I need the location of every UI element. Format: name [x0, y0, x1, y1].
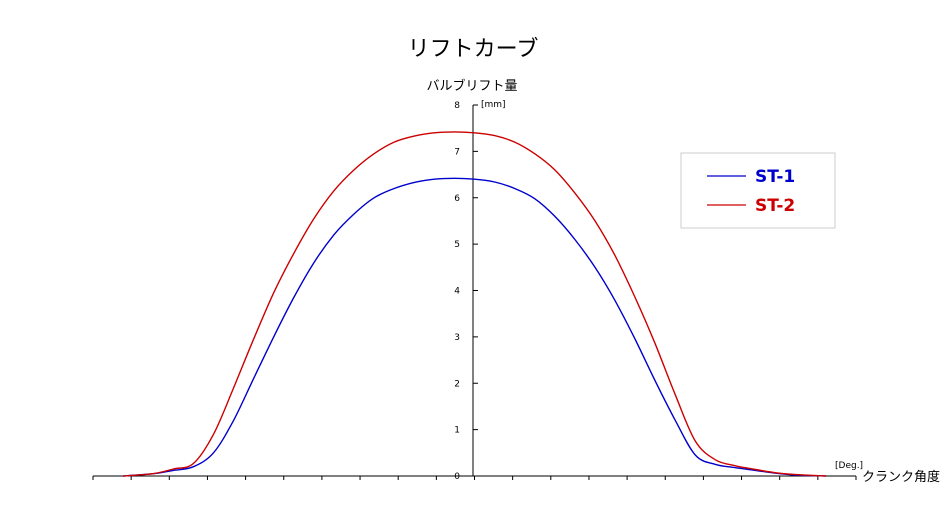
y-axis-unit: [mm] [481, 100, 506, 110]
y-axis-title: バルブリフト量 [426, 78, 517, 94]
legend: ST-1 ST-2 [680, 152, 836, 229]
y-tick-label: 6 [454, 194, 460, 204]
chart-title: リフトカーブ [408, 37, 539, 62]
series-line-st-2 [123, 131, 826, 477]
legend-box [680, 152, 836, 229]
y-tick-label: 4 [454, 287, 460, 297]
x-ticks [92, 476, 857, 480]
y-tick-label: 2 [454, 379, 460, 389]
y-tick-label: 5 [454, 240, 460, 250]
y-tick-label: 1 [454, 426, 460, 436]
y-tick-label: 8 [454, 101, 460, 111]
y-ticks: 0 1 2 3 4 5 6 7 8 [454, 101, 478, 482]
y-tick-label: 7 [454, 147, 460, 157]
x-axis-unit: [Deg.] [835, 461, 863, 471]
y-tick-label: 0 [454, 472, 460, 482]
legend-label-st-2: ST-2 [755, 196, 795, 216]
series-line-st-1 [123, 177, 826, 477]
y-tick-label: 3 [454, 333, 460, 343]
series-layer [123, 131, 826, 477]
legend-label-st-1: ST-1 [755, 167, 795, 187]
x-axis-title: クランク角度 [862, 469, 940, 485]
